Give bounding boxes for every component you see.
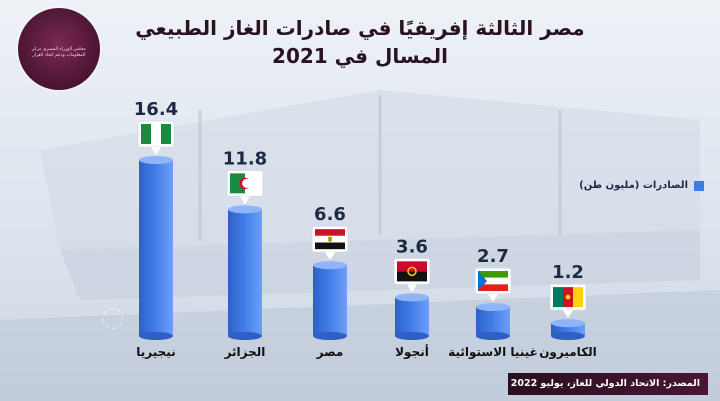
bar-group: 16.4 نيجيريا <box>134 99 178 359</box>
category-label: الكاميرون <box>539 345 597 360</box>
angola-flag <box>393 257 431 293</box>
bar-top <box>228 205 262 214</box>
bar <box>228 209 262 336</box>
bar-group: 2.7 غينيا الاستوائية <box>448 246 538 360</box>
category-label: مصر <box>316 345 344 359</box>
algeria-flag <box>226 169 264 205</box>
legend-label: الصادرات (مليون طن) <box>579 180 688 191</box>
logo-emblem <box>18 8 100 90</box>
bar-top <box>551 319 585 328</box>
bar-base <box>476 332 510 340</box>
logo-text: مجلس الوزراء المصري مركز المعلومات ودعم … <box>31 47 87 58</box>
chart-legend: الصادرات (مليون طن) <box>579 180 704 191</box>
bar <box>395 297 429 336</box>
value-label: 1.2 <box>552 262 584 283</box>
title-line-1: مصر الثالثة إفريقيًا في صادرات الغاز الط… <box>135 16 585 40</box>
bar-base <box>395 332 429 340</box>
category-label: غينيا الاستوائية <box>448 345 538 360</box>
value-label: 6.6 <box>314 204 346 225</box>
bar <box>313 265 347 336</box>
value-label: 2.7 <box>477 246 509 267</box>
bar-group: 1.2 الكاميرون <box>539 262 597 360</box>
title-line-2: المسال في 2021 <box>272 44 448 68</box>
category-label: الجزائر <box>224 345 266 359</box>
page-title: مصر الثالثة إفريقيًا في صادرات الغاز الط… <box>130 14 590 70</box>
value-label: 3.6 <box>396 236 428 257</box>
source-note: المصدر: الاتحاد الدولي للغاز، يوليو 2022 <box>508 373 708 395</box>
bar-group: 11.8 الجزائر <box>223 148 267 359</box>
bar-base <box>313 332 347 340</box>
bar <box>139 160 173 336</box>
bar-top <box>395 293 429 302</box>
value-label: 11.8 <box>223 148 267 169</box>
value-label: 16.4 <box>134 99 178 120</box>
bar-base <box>139 332 173 340</box>
nigeria-flag <box>137 120 175 155</box>
bar-top <box>139 156 173 164</box>
equatorial-guinea-flag <box>474 267 512 303</box>
bar-top <box>313 261 347 270</box>
bar-group: 6.6 مصر <box>311 204 349 359</box>
bar-base <box>228 332 262 340</box>
bar-base <box>551 332 585 340</box>
bar-top <box>476 303 510 312</box>
cameroon-flag <box>549 283 587 319</box>
bar <box>476 307 510 336</box>
legend-swatch <box>694 180 704 191</box>
category-label: أنجولا <box>395 344 429 360</box>
category-label: نيجيريا <box>136 345 175 359</box>
bar-group: 3.6 أنجولا <box>393 236 431 360</box>
egypt-flag <box>311 225 349 261</box>
